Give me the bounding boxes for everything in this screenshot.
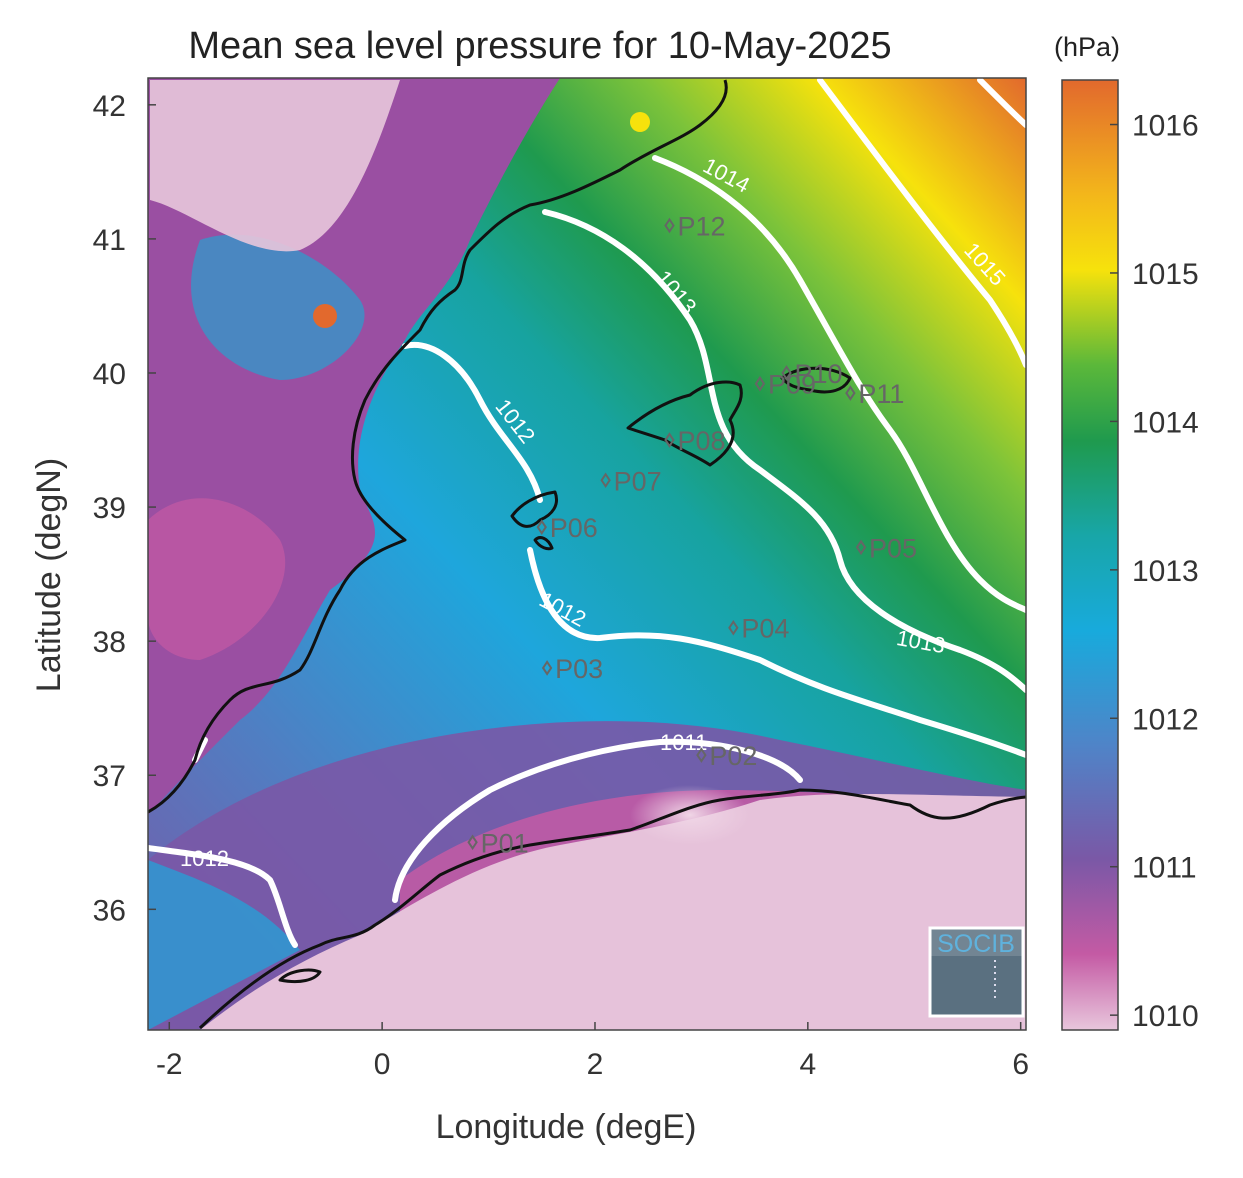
coastlines <box>148 79 1026 1030</box>
colorbar-ticks: 1010 1011 1012 1013 1014 1015 1016 <box>1110 110 1199 1033</box>
station-marker <box>754 375 766 392</box>
pressure-peak-north <box>630 112 650 132</box>
logo-top <box>930 928 1023 956</box>
north-africa-coastline <box>198 788 1026 1030</box>
colorbar-tick-label: 1016 <box>1132 110 1199 143</box>
colorbar-tick-label: 1011 <box>1132 852 1197 885</box>
y-ticks: 36 37 38 39 40 41 42 <box>93 90 156 927</box>
chart-title: Mean sea level pressure for 10-May-2025 <box>188 25 891 67</box>
station-marker <box>600 472 611 489</box>
colorbar-tick-label: 1013 <box>1132 555 1199 588</box>
station-label: P08 <box>677 426 725 456</box>
station-marker <box>781 365 792 381</box>
colorbar-tick-label: 1010 <box>1132 1000 1199 1033</box>
colorbar-tick-label: 1014 <box>1132 406 1199 439</box>
station-label: P03 <box>555 654 603 684</box>
y-tick-label: 42 <box>93 90 126 123</box>
station-marker <box>855 539 867 556</box>
isobar-1011 <box>392 738 803 903</box>
x-tick-label: 2 <box>587 1048 604 1081</box>
isobar-1015 <box>817 78 1026 368</box>
africa-low-center <box>630 785 750 845</box>
station-label: P09 <box>768 370 816 400</box>
station-marker <box>541 660 553 676</box>
station-marker <box>467 834 478 851</box>
station-marker <box>664 217 675 234</box>
isobar-1012-main <box>402 342 543 503</box>
menorca-coastline <box>780 366 852 394</box>
west-blue-strip <box>148 860 300 1030</box>
station-marker <box>664 432 675 448</box>
logo-box <box>928 926 1025 1018</box>
station-label: P02 <box>709 741 757 771</box>
x-tick-label: 0 <box>374 1048 391 1081</box>
y-tick-label: 37 <box>93 760 126 793</box>
pressure-peak <box>313 304 337 328</box>
logo-text: SOCIB <box>937 930 1015 958</box>
x-ticks: -2 0 2 4 6 <box>156 1022 1029 1081</box>
pink-south-iberia <box>148 498 286 660</box>
colorbar: (hPa) 1010 1011 1012 1013 1014 1015 1016 <box>1054 32 1199 1033</box>
africa-land-field <box>200 793 1026 1030</box>
isobar-1016 <box>977 78 1026 128</box>
x-tick-label: -2 <box>156 1048 183 1081</box>
colorbar-tick-label: 1015 <box>1132 258 1199 291</box>
ibiza-coastline <box>510 490 558 528</box>
isobar-1012-south <box>527 547 1026 758</box>
x-tick-label: 4 <box>799 1048 816 1081</box>
station-label: P12 <box>677 211 725 241</box>
isobar-1013-north <box>542 209 1026 693</box>
station-label: P01 <box>481 828 529 858</box>
station-marker <box>845 385 856 401</box>
alboran-island <box>278 968 322 984</box>
iberian-coastline <box>148 79 728 814</box>
station-label: P10 <box>795 359 843 389</box>
station-marker <box>696 747 707 763</box>
plot-frame <box>147 77 1027 1031</box>
y-tick-label: 36 <box>93 894 126 927</box>
colorbar-unit: (hPa) <box>1054 32 1120 62</box>
y-tick-label: 39 <box>93 492 126 525</box>
station-label: P05 <box>869 533 917 563</box>
contour-label: 1012 <box>180 846 229 871</box>
isobar-contours <box>148 78 1026 948</box>
station-label: P04 <box>741 614 789 644</box>
y-tick-label: 38 <box>93 626 126 659</box>
colorbar-tick-label: 1012 <box>1132 703 1199 736</box>
station-label: P07 <box>614 466 662 496</box>
isobar-1014 <box>652 155 1026 613</box>
iberia-pink-north <box>150 80 400 252</box>
pressure-field <box>148 78 1026 1030</box>
station-marker <box>536 519 547 535</box>
y-tick-label: 41 <box>93 224 126 257</box>
colorbar-gradient <box>1061 79 1119 1031</box>
iberia-high-blob <box>191 234 365 380</box>
formentera-coastline <box>533 536 554 551</box>
y-tick-label: 40 <box>93 358 126 391</box>
isobar-1012-west <box>148 845 298 948</box>
station-label: P11 <box>858 379 904 409</box>
x-axis-label: Longitude (degE) <box>436 1108 697 1146</box>
station-marker <box>728 619 739 636</box>
y-axis-label: Latitude (degN) <box>30 458 68 692</box>
x-tick-label: 6 <box>1012 1048 1029 1081</box>
socib-logo: SOCIB <box>928 926 1025 1018</box>
station-label: P06 <box>550 513 598 543</box>
